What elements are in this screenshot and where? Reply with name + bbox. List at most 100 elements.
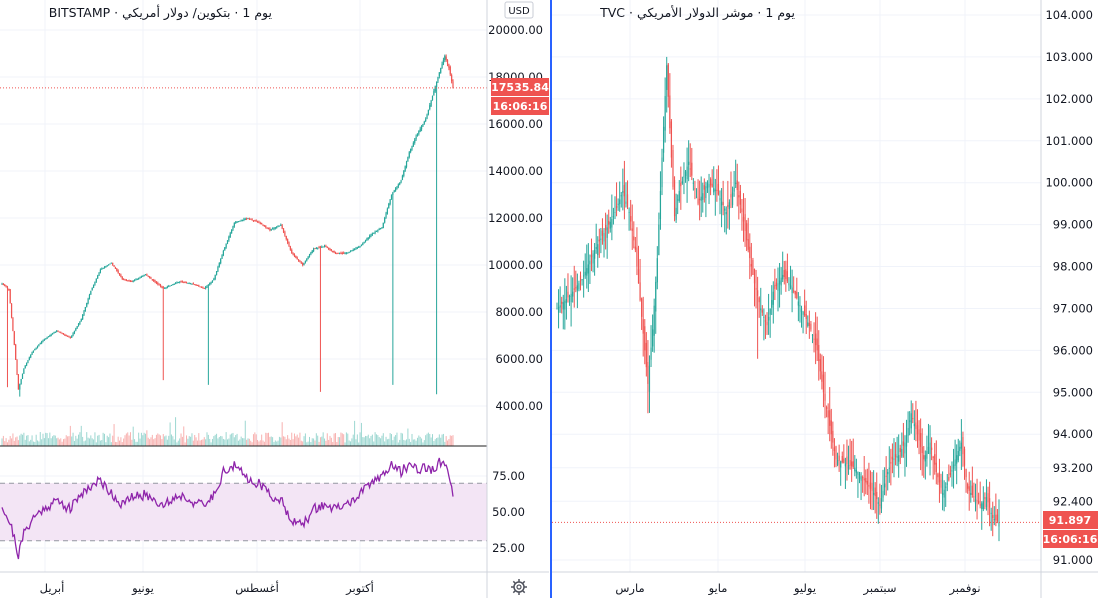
candle-body [633, 236, 635, 241]
candle-body [857, 471, 859, 475]
candle-body [181, 281, 183, 283]
candle-body [694, 188, 696, 190]
candle-body [75, 328, 77, 331]
candle-body [932, 456, 934, 458]
candle-body [700, 196, 702, 201]
volume-bar [337, 437, 339, 446]
volume-bar [299, 432, 301, 446]
candle-body [843, 458, 845, 463]
right-price-grid [552, 0, 1041, 572]
volume-bar [399, 439, 401, 446]
volume-bar [425, 435, 427, 446]
candle-body [945, 486, 947, 488]
left-price-axis[interactable]: 20000.0018000.0016000.0014000.0012000.00… [488, 23, 543, 413]
candle-body [594, 249, 596, 259]
volume-bar [83, 441, 85, 446]
candle-body [400, 180, 402, 183]
gear-icon[interactable] [511, 579, 527, 595]
currency-badge[interactable] [504, 1, 534, 19]
btc-candles [1, 54, 454, 397]
right-time-axis[interactable]: مارس مايو يوليو سبتمبر نوفمبر [615, 581, 980, 596]
volume-bar [69, 425, 71, 446]
candle-body [990, 512, 992, 514]
candle-body [819, 359, 821, 372]
volume-bar [434, 439, 436, 446]
candle-body [847, 464, 850, 470]
candle-body [705, 186, 707, 198]
candle-body [123, 279, 125, 281]
volume-bar [356, 434, 358, 446]
candle-body [575, 287, 577, 289]
candle-body [15, 344, 17, 360]
left-time-axis[interactable]: أبريل يونيو أغسطس أكتوبر [40, 580, 374, 596]
candle-body [678, 191, 680, 201]
volume-bar [276, 441, 278, 446]
candle-body [144, 274, 147, 276]
candle-body [868, 484, 870, 487]
candle-body [16, 359, 18, 375]
candle-body [404, 166, 406, 171]
volume-bar [371, 434, 373, 446]
volume-bar [421, 438, 423, 446]
candle-body [135, 279, 137, 281]
candle-body [860, 476, 862, 481]
candle-body [907, 427, 909, 436]
candle-body [876, 492, 878, 500]
candle-body [407, 156, 409, 162]
dxy-last-price-text: 91.897 [1049, 514, 1091, 527]
candle-body [636, 247, 638, 267]
candle-body [77, 323, 80, 327]
candle-body [276, 226, 278, 228]
volume-bar [352, 434, 354, 446]
volume-bar [228, 438, 230, 446]
candle-body [64, 334, 66, 336]
volume-bar [389, 433, 391, 446]
candle-body [609, 221, 611, 229]
candle-body [99, 269, 101, 273]
candle-body [719, 198, 721, 201]
volume-bar [401, 433, 403, 446]
volume-bar [283, 436, 285, 446]
candle-body [420, 126, 423, 130]
candle-body [195, 284, 197, 286]
candle-body [236, 221, 238, 223]
candle-body [708, 184, 710, 188]
candle-body [203, 287, 205, 289]
volume-bar [293, 433, 295, 446]
candle-body [606, 227, 608, 238]
left-chart-pane[interactable]: BITSTAMP · يوم 1 · بتكوين/ دولار أمريكي … [0, 0, 549, 598]
candle-body [224, 247, 226, 251]
volume-bar [324, 438, 326, 446]
candle-body [68, 336, 70, 338]
candle-body [252, 220, 255, 222]
right-price-axis[interactable]: 104.000 103.000 102.000 101.000 100.000 99.00… [1045, 8, 1093, 567]
candle-body [584, 271, 586, 276]
candle-body [209, 283, 211, 285]
volume-bar [72, 432, 74, 446]
volume-bar [448, 438, 450, 446]
candle-body [211, 280, 214, 283]
candle-body [116, 268, 118, 271]
candle-body [807, 322, 809, 326]
candle-body [184, 282, 186, 284]
volume-bar [449, 435, 451, 446]
volume-bar [131, 439, 133, 446]
candle-body [269, 228, 271, 230]
candle-body [854, 467, 856, 472]
volume-bar [227, 439, 228, 446]
volume-bar [38, 441, 40, 446]
candle-body [220, 258, 222, 264]
candle-body [615, 206, 618, 208]
candle-body [603, 233, 605, 242]
candle-body [207, 284, 209, 286]
candle-body [218, 262, 220, 267]
candle-body [97, 275, 99, 279]
volume-bar [13, 440, 15, 446]
candle-body [625, 201, 627, 204]
candle-body [109, 263, 111, 265]
candle-body [813, 338, 815, 340]
volume-bar [213, 436, 215, 446]
rsi-axis[interactable]: 75.00 50.00 25.00 [492, 469, 525, 555]
right-chart-pane[interactable]: TVC · يوم 1 · موشر الدولار الأمريكي 104.… [552, 0, 1098, 598]
price-tick-label: 103.000 [1045, 50, 1093, 64]
